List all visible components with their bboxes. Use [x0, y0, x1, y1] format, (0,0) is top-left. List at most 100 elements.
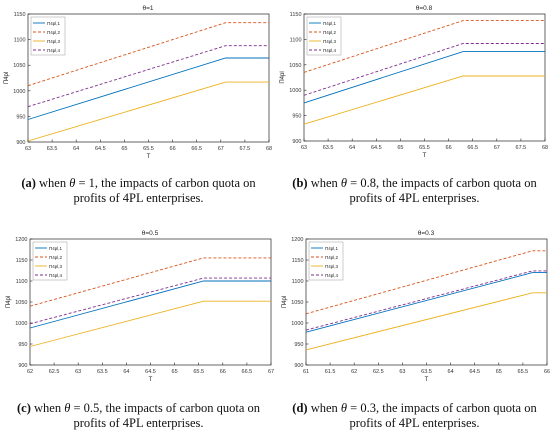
x-tick-label: 66 [544, 369, 550, 375]
legend-label: Π4pl,1 [47, 21, 61, 26]
y-tick-label: 1150 [14, 12, 26, 18]
x-axis-label: T [147, 154, 151, 160]
x-tick-label: 64 [123, 369, 129, 375]
caption-label: (a) [21, 176, 36, 190]
x-tick-label: 64 [448, 369, 454, 375]
series-line-2 [27, 22, 269, 87]
series-line-3 [305, 292, 547, 351]
x-tick-label: 63.5 [421, 369, 432, 375]
x-tick-label: 62 [27, 369, 33, 375]
x-tick-label: 64.5 [371, 145, 382, 151]
y-tick-label: 1150 [16, 258, 28, 264]
y-tick-label: 950 [292, 114, 301, 120]
y-tick-label: 1000 [13, 89, 25, 95]
x-tick-label: 64.5 [145, 369, 156, 375]
chart-panel-1: θ=0.8 63 63.5 64 64.5 65 65.5 66 66.5 67 67.5 68 900… [280, 5, 548, 159]
x-tick-label: 65.5 [419, 145, 430, 151]
series-line-3 [27, 81, 269, 142]
series-line-2 [305, 250, 547, 315]
x-tick-label: 63 [75, 369, 81, 375]
y-tick-label: 900 [18, 363, 27, 369]
chart-panel-3: θ=0.3 61 61.5 62 62.5 63 63.5 64 64.5 65 65.5 66 900… [282, 230, 550, 383]
plot-frame [303, 13, 546, 142]
series-line-3 [29, 300, 271, 347]
x-tick-label: 63.5 [323, 145, 334, 151]
series-line-3 [303, 75, 545, 125]
x-tick-label: 65 [121, 146, 127, 152]
caption-text-post: = 1, the impacts of carbon quota on prof… [73, 176, 256, 205]
y-tick-label: 1050 [15, 300, 27, 306]
x-tick-label: 66 [170, 146, 176, 152]
x-tick-label: 67 [494, 145, 500, 151]
y-tick-label: 950 [18, 342, 27, 348]
chart-title: θ=0.8 [416, 5, 433, 12]
chart-title: θ=1 [142, 5, 153, 12]
y-tick-label: 900 [294, 363, 303, 369]
x-tick-label: 61.5 [325, 369, 336, 375]
x-tick-label: 65.5 [143, 146, 154, 152]
y-tick-label: 900 [292, 139, 301, 145]
y-tick-label: 1050 [291, 300, 303, 306]
x-tick-label: 64.5 [469, 369, 480, 375]
x-tick-label: 64 [349, 145, 355, 151]
caption-theta: θ [64, 401, 71, 415]
legend-label: Π4pl,3 [323, 39, 337, 44]
y-axis-label: Π4pl [4, 72, 10, 84]
y-tick-label: 1200 [15, 237, 27, 243]
caption-d: (d) when θ = 0.3, the impacts of carbon … [282, 401, 547, 431]
caption-text-post: = 0.8, the impacts of carbon quota on pr… [347, 176, 537, 205]
y-tick-label: 1050 [13, 63, 25, 69]
caption-theta: θ [340, 401, 348, 415]
x-tick-label: 67 [218, 146, 224, 152]
x-tick-label: 63 [399, 369, 405, 375]
y-tick-label: 900 [16, 140, 25, 146]
legend-label: Π4pl,3 [49, 264, 63, 269]
x-tick-label: 63.5 [47, 146, 58, 152]
legend-label: Π4pl,2 [47, 30, 61, 35]
y-tick-label: 1100 [16, 279, 28, 285]
x-tick-label: 66 [220, 369, 226, 375]
caption-theta: θ [69, 176, 76, 190]
x-tick-label: 64.5 [95, 146, 106, 152]
x-tick-label: 61 [303, 369, 309, 375]
x-tick-label: 67.5 [240, 146, 251, 152]
x-tick-label: 65 [397, 145, 403, 151]
caption-text-pre: when [30, 401, 65, 415]
y-tick-label: 1100 [292, 279, 304, 285]
caption-label: (b) [292, 176, 308, 190]
y-tick-label: 1000 [15, 321, 27, 327]
x-tick-label: 68 [542, 145, 548, 151]
chart-title: θ=0.3 [418, 230, 435, 237]
series-line-4 [27, 45, 269, 108]
legend-label: Π4pl,3 [325, 264, 339, 269]
x-tick-label: 62.5 [49, 369, 60, 375]
legend-label: Π4pl,2 [49, 255, 63, 260]
x-tick-label: 67.5 [516, 145, 527, 151]
legend-label: Π4pl,1 [49, 246, 63, 251]
caption-text-post: = 0.5, the impacts of carbon quota on pr… [70, 401, 260, 430]
x-tick-label: 66.5 [191, 146, 202, 152]
x-tick-label: 66.5 [467, 145, 478, 151]
series-line-1 [29, 280, 271, 329]
x-tick-label: 63 [301, 145, 307, 151]
legend-label: Π4pl,2 [323, 30, 337, 35]
x-tick-label: 63.5 [97, 369, 108, 375]
chart-panel-0: θ=1 63 63.5 64 64.5 65 65.5 66 66.5 67 67.5 68 900 95… [4, 5, 272, 160]
series-line-2 [303, 20, 545, 73]
y-axis-label: Π4pl [280, 71, 286, 83]
x-tick-label: 66 [446, 145, 452, 151]
y-tick-label: 1000 [291, 321, 303, 327]
y-axis-label: Π4pl [282, 296, 288, 308]
caption-text-pre: when [35, 176, 70, 190]
y-tick-label: 1150 [292, 258, 304, 264]
chart-panel-2: θ=0.5 62 62.5 63 63.5 64 64.5 65 65.5 66 66.5 67 900… [6, 230, 274, 383]
x-tick-label: 62.5 [373, 369, 384, 375]
x-tick-label: 63 [25, 146, 31, 152]
x-tick-label: 62 [351, 369, 357, 375]
caption-label: (d) [292, 401, 308, 415]
series-line-2 [29, 257, 271, 307]
caption-text-pre: when [307, 401, 341, 415]
chart-title: θ=0.5 [142, 230, 159, 237]
caption-text-pre: when [307, 176, 341, 190]
